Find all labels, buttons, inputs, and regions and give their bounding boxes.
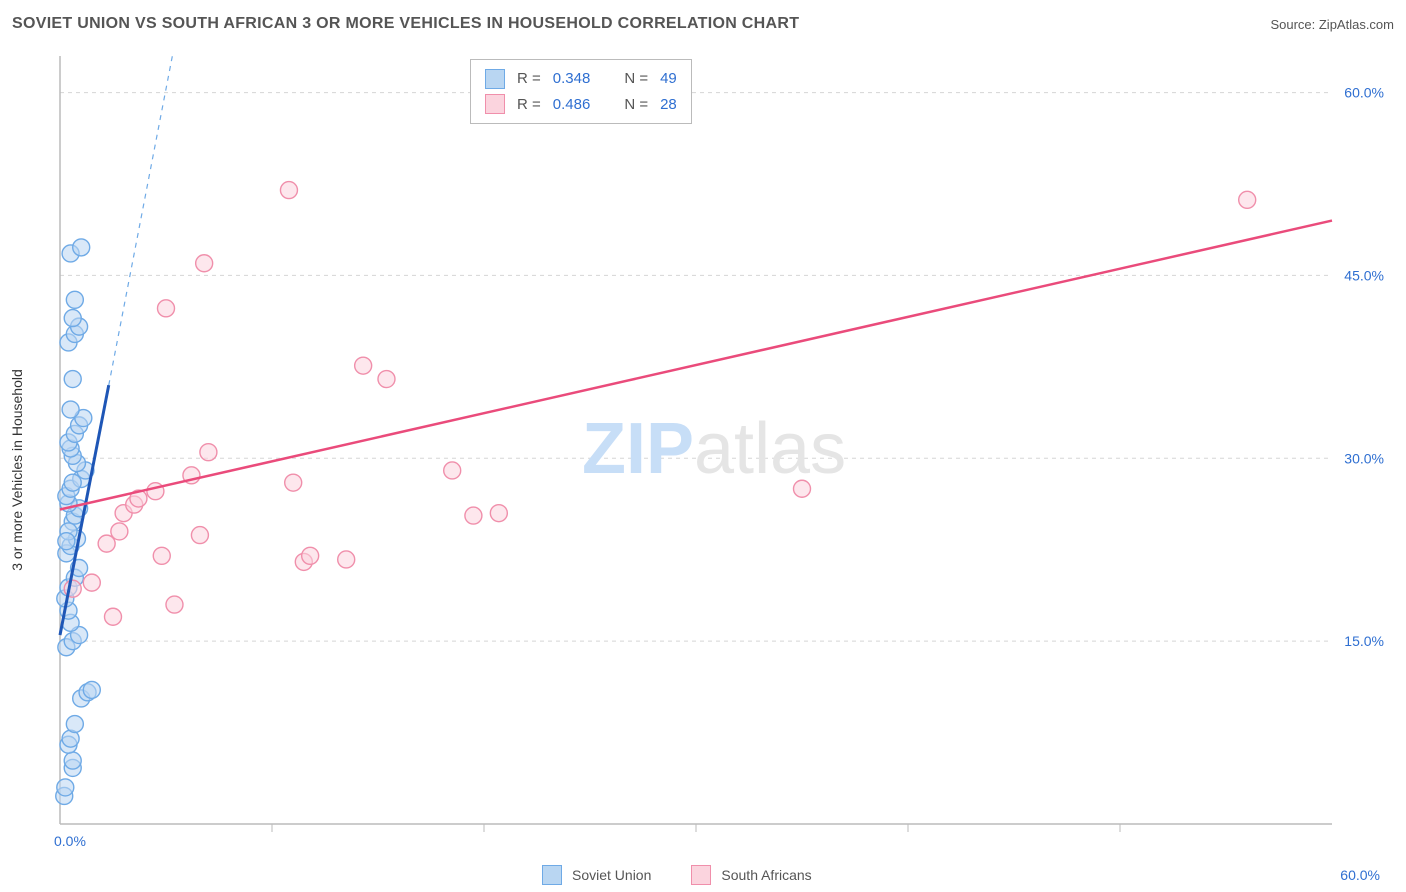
legend-item: South Africans — [691, 865, 811, 885]
y-axis-label: 3 or more Vehicles in Household — [9, 369, 25, 571]
n-label: N = — [624, 66, 648, 92]
legend-label: Soviet Union — [572, 867, 651, 883]
svg-text:0.0%: 0.0% — [54, 833, 86, 849]
scatter-chart: 15.0% 30.0% 45.0% 60.0% 0.0% — [22, 48, 1396, 892]
r-label: R = — [517, 66, 541, 92]
n-value: 28 — [660, 92, 677, 118]
chart-container: 3 or more Vehicles in Household 15.0%30.… — [22, 48, 1396, 892]
n-value: 49 — [660, 66, 677, 92]
stats-legend-row: R = 0.486 N = 28 — [485, 92, 677, 118]
svg-text:45.0%: 45.0% — [1344, 267, 1384, 283]
legend-swatch — [485, 69, 505, 89]
x-max-label: 60.0% — [1340, 867, 1380, 883]
source-prefix: Source: — [1270, 17, 1318, 32]
r-label: R = — [517, 92, 541, 118]
chart-title: SOVIET UNION VS SOUTH AFRICAN 3 OR MORE … — [12, 15, 799, 33]
n-label: N = — [624, 92, 648, 118]
stats-legend: R = 0.348 N = 49 R = 0.486 N = 28 — [470, 59, 692, 124]
bottom-legend-bar: Soviet Union South Africans 60.0% — [22, 858, 1396, 892]
series-legend: Soviet Union South Africans — [542, 865, 812, 885]
legend-swatch — [691, 865, 711, 885]
chart-header: SOVIET UNION VS SOUTH AFRICAN 3 OR MORE … — [0, 0, 1406, 48]
svg-text:60.0%: 60.0% — [1344, 85, 1384, 101]
legend-swatch — [542, 865, 562, 885]
legend-item: Soviet Union — [542, 865, 651, 885]
r-value: 0.348 — [553, 66, 591, 92]
svg-text:30.0%: 30.0% — [1344, 450, 1384, 466]
svg-text:15.0%: 15.0% — [1344, 633, 1384, 649]
legend-swatch — [485, 94, 505, 114]
r-value: 0.486 — [553, 92, 591, 118]
source-name: ZipAtlas.com — [1319, 17, 1394, 32]
stats-legend-row: R = 0.348 N = 49 — [485, 66, 677, 92]
chart-source: Source: ZipAtlas.com — [1270, 17, 1394, 32]
legend-label: South Africans — [721, 867, 811, 883]
